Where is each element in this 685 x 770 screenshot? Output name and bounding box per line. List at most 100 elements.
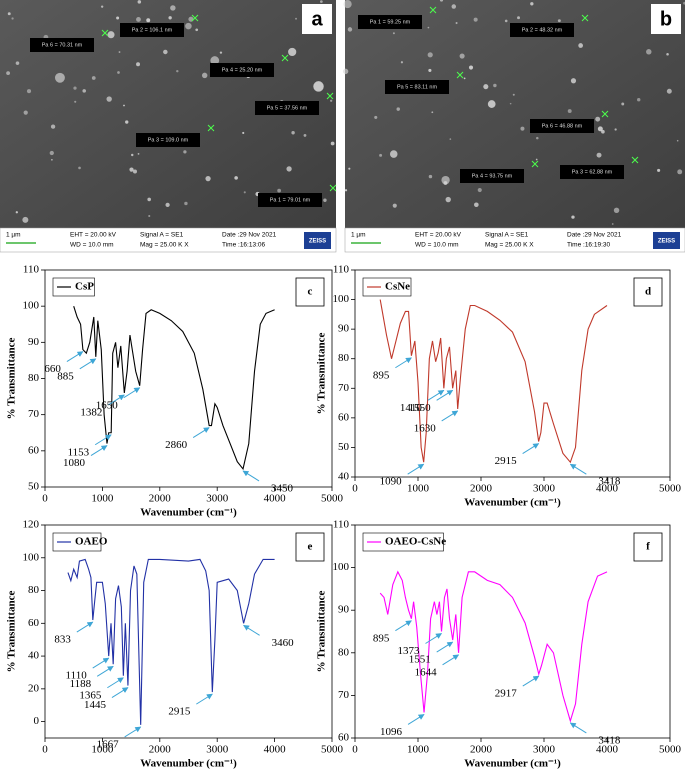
- legend-label: OAEO-CsNe: [385, 536, 446, 548]
- panel-label: a: [311, 8, 323, 30]
- panel-label-box: [633, 277, 663, 307]
- particle: [106, 96, 112, 102]
- sem-image: [345, 0, 685, 228]
- legend-label: OAEO: [75, 536, 108, 548]
- particle: [74, 100, 77, 103]
- y-tick-label: 40: [338, 471, 350, 483]
- peak-label: 2917: [495, 688, 518, 700]
- legend-label: CsNe: [385, 281, 410, 293]
- particle: [392, 203, 397, 208]
- measure-box: [530, 119, 594, 133]
- peak-arrow: [90, 445, 108, 457]
- peak-arrow: [522, 443, 540, 454]
- panel-label: b: [660, 8, 672, 30]
- peak-label: 833: [54, 634, 71, 646]
- peak-label: 1667: [97, 738, 120, 750]
- brand-box: [653, 232, 680, 249]
- particle: [22, 216, 29, 223]
- y-tick-label: 60: [28, 617, 40, 629]
- brand: ZEISS: [658, 239, 675, 245]
- particle: [596, 152, 602, 158]
- time: Time :16:19:30: [567, 242, 611, 249]
- mag: Mag = 25.00 K X: [140, 242, 189, 249]
- panel-label-box: [302, 4, 332, 34]
- y-tick-label: 90: [338, 604, 350, 616]
- particle: [125, 120, 129, 124]
- x-tick-label: 1000: [91, 744, 114, 756]
- info-bar: [0, 227, 337, 253]
- particle: [493, 83, 497, 88]
- particle: [637, 98, 641, 102]
- particle: [330, 141, 335, 146]
- particle: [26, 89, 32, 94]
- x-tick-label: 4000: [264, 493, 287, 505]
- measure-box: [358, 15, 422, 29]
- particle: [118, 51, 121, 53]
- particle: [676, 139, 679, 142]
- y-tick-label: 80: [338, 646, 350, 658]
- particle: [474, 202, 479, 208]
- y-tick-label: 60: [338, 411, 350, 423]
- measure-label: Pa 5 = 83.11 nm: [397, 84, 438, 90]
- particle: [242, 131, 245, 135]
- panel-label-box: [633, 532, 663, 562]
- particle: [557, 19, 561, 23]
- particle: [288, 47, 297, 57]
- peak-label: 1650: [96, 399, 119, 411]
- particle: [657, 168, 661, 172]
- plot-frame: [354, 269, 671, 478]
- particle: [277, 188, 281, 193]
- peak-label: 1373: [397, 645, 420, 657]
- measure-label: Pa 2 = 106.1 nm: [132, 27, 173, 33]
- particle: [313, 81, 324, 92]
- legend-box: [362, 532, 444, 552]
- peak-arrow: [436, 389, 454, 401]
- particle: [431, 111, 434, 114]
- plot-frame: [44, 524, 333, 739]
- x-tick-label: 4000: [596, 744, 619, 756]
- eht: EHT = 20.00 kV: [415, 232, 462, 239]
- particle: [487, 100, 496, 108]
- peak-arrow: [196, 693, 213, 705]
- y-tick-label: 40: [28, 650, 40, 662]
- measure-label: Pa 4 = 25.20 nm: [222, 67, 263, 73]
- peak-arrow: [123, 387, 141, 399]
- wd: WD = 10.0 mm: [415, 242, 459, 249]
- peak-arrow: [441, 410, 459, 422]
- peak-label: 1550: [409, 402, 432, 414]
- peak-arrow: [395, 620, 412, 632]
- y-tick-label: 100: [23, 300, 40, 312]
- particle: [15, 211, 18, 214]
- x-tick-label: 2000: [470, 483, 493, 495]
- particle: [427, 52, 433, 58]
- particle: [571, 215, 575, 219]
- peak-label: 3460: [272, 637, 295, 649]
- particle: [535, 158, 538, 161]
- panel-label: f: [646, 541, 650, 553]
- particle: [379, 153, 383, 157]
- particle: [449, 138, 452, 140]
- wd: WD = 10.0 mm: [70, 242, 114, 249]
- particle: [184, 201, 188, 206]
- measure-box: [560, 165, 624, 179]
- x-axis-label: Wavenumber (cm⁻¹): [464, 497, 561, 509]
- particle: [613, 207, 620, 214]
- panel-label-box: [651, 4, 681, 34]
- x-tick-label: 2000: [149, 744, 172, 756]
- panel-label: d: [645, 286, 651, 298]
- peak-arrow: [108, 394, 125, 406]
- x-tick-label: 3000: [533, 483, 556, 495]
- particle: [129, 167, 134, 172]
- particle: [451, 4, 457, 9]
- measure-label: Pa 6 = 70.31 nm: [42, 42, 83, 48]
- peak-label: 1551: [409, 654, 431, 666]
- particle: [295, 17, 297, 20]
- y-tick-label: 100: [333, 293, 350, 305]
- y-tick-label: 100: [333, 561, 350, 573]
- y-tick-label: 60: [28, 444, 40, 456]
- peak-arrow: [407, 714, 425, 725]
- particle: [483, 84, 489, 90]
- x-tick-label: 4000: [264, 744, 287, 756]
- scale-bar-label: 1 µm: [6, 232, 21, 239]
